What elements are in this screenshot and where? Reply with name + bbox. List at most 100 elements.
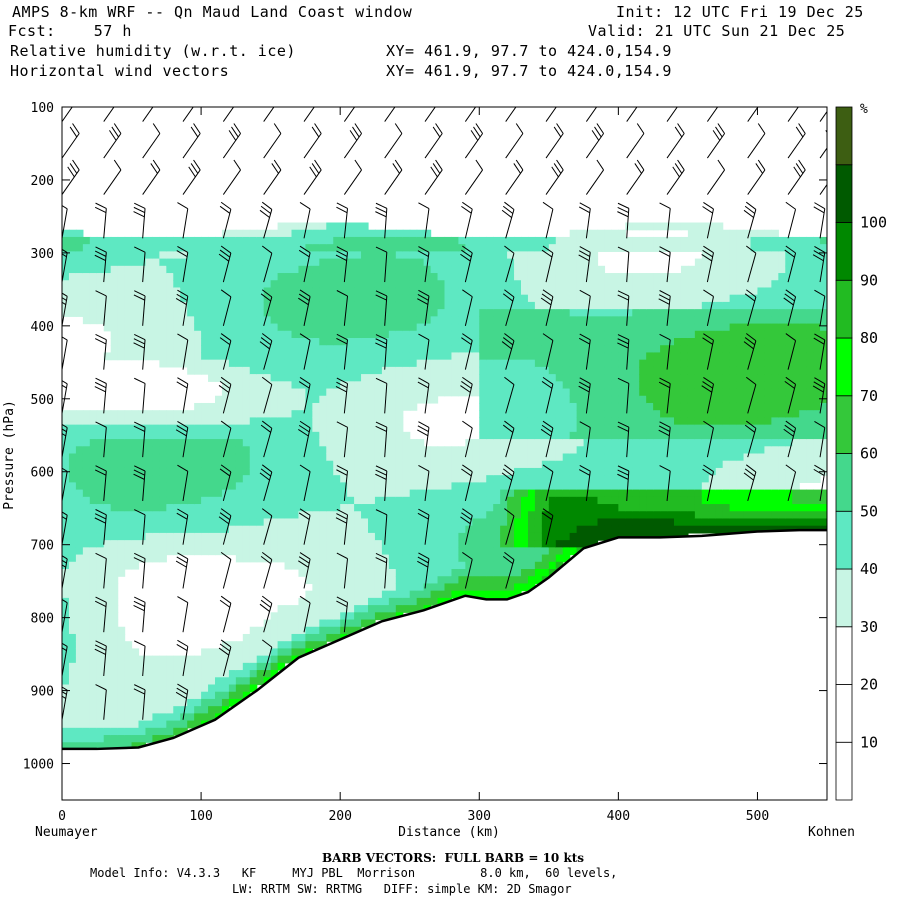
rh-cell: [215, 287, 223, 296]
rh-cell: [103, 619, 112, 628]
rh-cell: [103, 641, 112, 650]
rh-cell: [117, 735, 126, 743]
rh-cell: [555, 265, 564, 274]
rh-cell: [409, 359, 418, 368]
rh-cell: [319, 569, 327, 577]
rh-cell: [145, 309, 154, 317]
rh-cell: [256, 345, 265, 354]
rh-cell: [576, 475, 585, 483]
rh-cell: [326, 467, 334, 476]
rh-cell: [305, 273, 313, 281]
rh-cell: [68, 698, 77, 707]
rh-cell: [674, 294, 682, 303]
rh-cell: [514, 273, 522, 281]
rh-cell: [500, 569, 508, 577]
rh-cell: [117, 431, 126, 440]
rh-cell: [402, 330, 411, 339]
rh-cell: [757, 410, 766, 419]
rh-cell: [590, 518, 599, 527]
rh-cell: [180, 482, 188, 491]
rh-cell: [555, 273, 564, 281]
rh-cell: [145, 330, 154, 339]
rh-cell: [583, 366, 592, 375]
rh-cell: [562, 359, 571, 368]
rh-cell: [736, 323, 745, 332]
rh-cell: [458, 345, 466, 354]
xy-range-2: XY= 461.9, 97.7 to 424.0,154.9: [386, 62, 672, 80]
rh-cell: [604, 280, 613, 289]
rh-cell: [583, 525, 592, 534]
rh-cell: [194, 431, 202, 440]
rh-cell: [715, 222, 724, 231]
rh-cell: [75, 301, 84, 310]
rh-cell: [173, 439, 181, 447]
rh-cell: [708, 330, 717, 339]
rh-cell: [347, 431, 355, 440]
rh-cell: [451, 280, 460, 289]
rh-cell: [312, 525, 320, 534]
rh-cell: [312, 496, 320, 505]
rh-cell: [173, 352, 181, 361]
rh-cell: [514, 258, 522, 267]
rh-cell: [423, 338, 432, 346]
rh-cell: [722, 345, 731, 354]
rh-cell: [479, 496, 487, 505]
rh-cell: [416, 518, 425, 527]
rh-cell: [451, 323, 460, 332]
rh-cell: [667, 273, 675, 281]
rh-cell: [215, 496, 223, 505]
rh-cell: [305, 323, 313, 332]
rh-cell: [701, 381, 710, 390]
rh-cell: [68, 294, 77, 303]
rh-cell: [687, 453, 696, 462]
rh-cell: [493, 338, 501, 346]
rh-cell: [395, 287, 404, 296]
rh-cell: [221, 265, 230, 274]
rh-cell: [576, 359, 585, 368]
rh-cell: [687, 446, 696, 455]
rh-cell: [194, 294, 202, 303]
rh-cell: [729, 316, 738, 325]
rh-cell: [312, 576, 320, 585]
rh-cell: [430, 265, 439, 274]
rh-cell: [62, 532, 70, 541]
rh-cell: [653, 366, 661, 375]
rh-cell: [221, 388, 230, 397]
rh-cell: [527, 294, 536, 303]
rh-cell: [632, 424, 640, 433]
rh-cell: [194, 684, 202, 693]
rh-cell: [298, 316, 307, 325]
rh-cell: [361, 612, 369, 621]
rh-cell: [639, 489, 647, 498]
rh-cell: [374, 410, 383, 419]
rh-cell: [590, 280, 599, 289]
rh-cell: [548, 366, 557, 375]
rh-cell: [618, 301, 626, 310]
rh-cell: [507, 301, 515, 310]
rh-cell: [319, 388, 327, 397]
rh-cell: [674, 309, 682, 317]
rh-cell: [354, 453, 362, 462]
rh-cell: [326, 273, 334, 281]
rh-cell: [298, 612, 307, 621]
rh-cell: [750, 410, 759, 419]
rh-cell: [409, 605, 418, 613]
rh-cell: [402, 323, 411, 332]
rh-cell: [319, 366, 327, 375]
rh-cell: [479, 359, 487, 368]
rh-cell: [235, 424, 244, 433]
rh-cell: [555, 352, 564, 361]
rh-cell: [653, 402, 661, 411]
rh-cell: [687, 525, 696, 534]
rh-cell: [534, 366, 543, 375]
rh-cell: [555, 431, 564, 440]
rh-cell: [507, 532, 515, 541]
rh-cell: [660, 417, 668, 426]
rh-cell: [173, 670, 181, 678]
rh-cell: [486, 417, 494, 426]
rh-cell: [736, 431, 745, 440]
rh-cell: [256, 316, 265, 325]
rh-cell: [340, 439, 348, 447]
rh-cell: [249, 460, 258, 469]
rh-cell: [722, 301, 731, 310]
